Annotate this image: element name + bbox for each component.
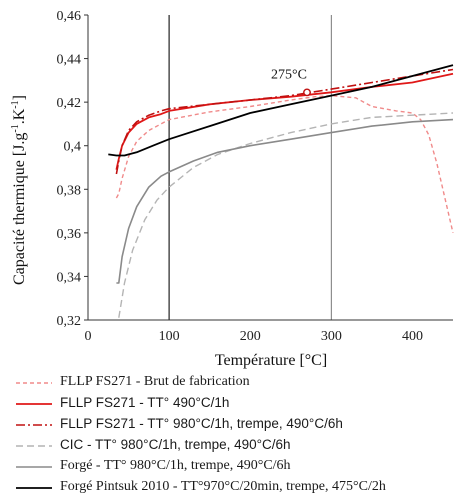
axes <box>84 14 453 321</box>
y-tick-label: 0,46 <box>57 9 82 24</box>
series-line-1 <box>115 94 454 234</box>
legend-swatch <box>16 445 52 447</box>
legend-swatch <box>16 487 52 489</box>
x-tick-label: 100 <box>159 329 180 344</box>
y-tick-label: 0,32 <box>57 314 82 329</box>
x-tick-label: 300 <box>321 329 342 344</box>
series-layer <box>108 64 454 318</box>
annotation: 275°C <box>271 67 311 97</box>
tick-labels: 0,32 0,34 0,36 0,38 0,4 0,42 0,44 0,46 0 100 200 30… <box>57 9 423 344</box>
chart: 0,32 0,34 0,36 0,38 0,4 0,42 0,44 0,46 0 100 200 30… <box>10 9 454 369</box>
legend-label: CIC - TT° 980°C/1h, trempe, 490°C/6h <box>60 437 291 452</box>
legend-label: Forgé - TT° 980°C/1h, trempe, 490°C/6h <box>60 458 291 473</box>
y-tick-label: 0,44 <box>57 53 82 68</box>
legend-entry: FLLP FS271 - TT° 490°C/1h <box>14 394 474 415</box>
vertical-reference-lines <box>168 15 332 320</box>
y-axis-title: Capacité thermique [J.g-1.K-1] <box>10 95 28 285</box>
legend-label: FLLP FS271 - Brut de fabrication <box>60 374 250 389</box>
legend-entry: FLLP FS271 - TT° 980°C/1h, trempe, 490°C… <box>14 415 474 436</box>
x-tick-label: 0 <box>85 329 92 344</box>
annotation-label: 275°C <box>271 67 307 82</box>
series-line-5 <box>116 118 454 284</box>
series-line-2 <box>115 72 454 170</box>
legend-entry: CIC - TT° 980°C/1h, trempe, 490°C/6h <box>14 436 474 457</box>
legend-swatch <box>16 466 52 468</box>
series-line-6 <box>108 64 454 157</box>
legend-swatch <box>16 424 52 426</box>
y-tick-label: 0,36 <box>57 227 82 242</box>
legend-label: Forgé Pintsuk 2010 - TT°970°C/20min, tre… <box>60 479 386 494</box>
legend-swatch <box>16 403 52 405</box>
y-tick-label: 0,38 <box>57 183 82 198</box>
legend-label: FLLP FS271 - TT° 980°C/1h, trempe, 490°C… <box>60 416 343 431</box>
legend-entry: Forgé - TT° 980°C/1h, trempe, 490°C/6h <box>14 457 474 478</box>
x-axis-title: Température [°C] <box>215 352 327 369</box>
legend-swatch <box>16 382 52 384</box>
series-line-4 <box>118 112 454 318</box>
legend-label: FLLP FS271 - TT° 490°C/1h <box>60 395 230 410</box>
y-tick-label: 0,4 <box>64 140 82 155</box>
x-tick-label: 200 <box>240 329 261 344</box>
legend: FLLP FS271 - Brut de fabrication FLLP FS2… <box>14 373 474 499</box>
legend-entry: FLLP FS271 - Brut de fabrication <box>14 373 474 394</box>
y-tick-label: 0,42 <box>57 96 82 111</box>
series-line-3 <box>115 68 454 175</box>
annotation-marker <box>303 88 311 97</box>
legend-entry: Forgé Pintsuk 2010 - TT°970°C/20min, tre… <box>14 478 474 499</box>
y-tick-label: 0,34 <box>57 270 82 285</box>
x-tick-label: 400 <box>402 329 423 344</box>
